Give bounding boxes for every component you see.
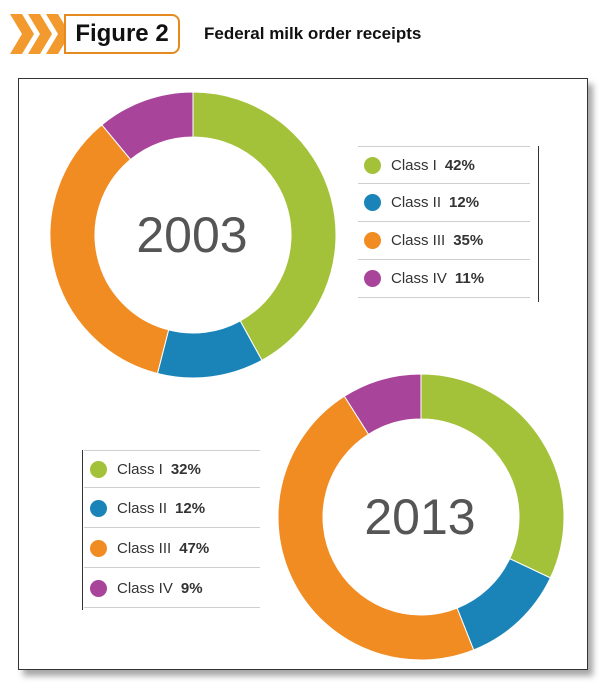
legend-swatch	[90, 580, 107, 597]
legend-value: 12%	[175, 500, 206, 517]
legend-value: 35%	[453, 232, 484, 249]
legend-item: Class I 42%	[358, 146, 530, 184]
legend-rule	[82, 450, 83, 610]
legend-value: 11%	[454, 270, 485, 287]
legend-value: 42%	[444, 156, 475, 174]
legend-swatch	[90, 460, 107, 478]
donut-slice-class-i	[192, 91, 337, 361]
donut-slice-class-iv	[343, 373, 422, 435]
figure-label-box: Figure 2	[64, 14, 180, 54]
donut-chart-2013	[277, 373, 565, 661]
legend-value: 12%	[449, 194, 480, 211]
legend-label: Class II	[391, 194, 442, 211]
donut-chart-2003	[49, 91, 337, 379]
figure-title: Federal milk order receipts	[204, 24, 422, 43]
legend-value: 47%	[179, 540, 210, 557]
donut-slice-class-iii	[277, 395, 475, 661]
legend-item: Class IV 9%	[84, 570, 260, 608]
legend-label: Class IV	[391, 270, 447, 287]
legend-swatch	[364, 194, 381, 211]
legend-value: 9%	[180, 580, 203, 597]
legend-2013: Class I 32% Class II 12% Class III 47% C…	[82, 450, 260, 610]
legend-value: 32%	[170, 460, 201, 478]
legend-item: Class IV 11%	[358, 260, 530, 298]
chart-title-2013: 2013	[364, 489, 475, 545]
donut-slice-class-ii	[456, 558, 552, 651]
legend-item: Class I 32%	[84, 450, 260, 488]
donut-slice-class-iii	[49, 124, 170, 375]
legend-swatch	[364, 156, 381, 174]
donut-slice-class-iv	[101, 91, 194, 161]
legend-item: Class II 12%	[358, 184, 530, 222]
legend-item: Class III 47%	[84, 530, 260, 568]
donut-slice-class-i	[420, 373, 565, 579]
legend-label: Class III	[117, 540, 172, 557]
legend-label: Class I	[117, 460, 163, 478]
legend-2003: Class I 42% Class II 12% Class III 35% C…	[358, 146, 539, 302]
legend-rule	[538, 146, 539, 302]
legend-label: Class II	[117, 500, 168, 517]
legend-label: Class III	[391, 232, 446, 249]
legend-swatch	[90, 540, 107, 557]
legend-item: Class II 12%	[84, 490, 260, 528]
legend-swatch	[364, 270, 381, 287]
figure-label: Figure 2	[75, 20, 169, 47]
legend-swatch	[364, 232, 381, 249]
legend-item: Class III 35%	[358, 222, 530, 260]
legend-label: Class I	[391, 156, 437, 174]
legend-label: Class IV	[117, 580, 173, 597]
legend-swatch	[90, 500, 107, 517]
chart-title-2003: 2003	[136, 207, 247, 263]
